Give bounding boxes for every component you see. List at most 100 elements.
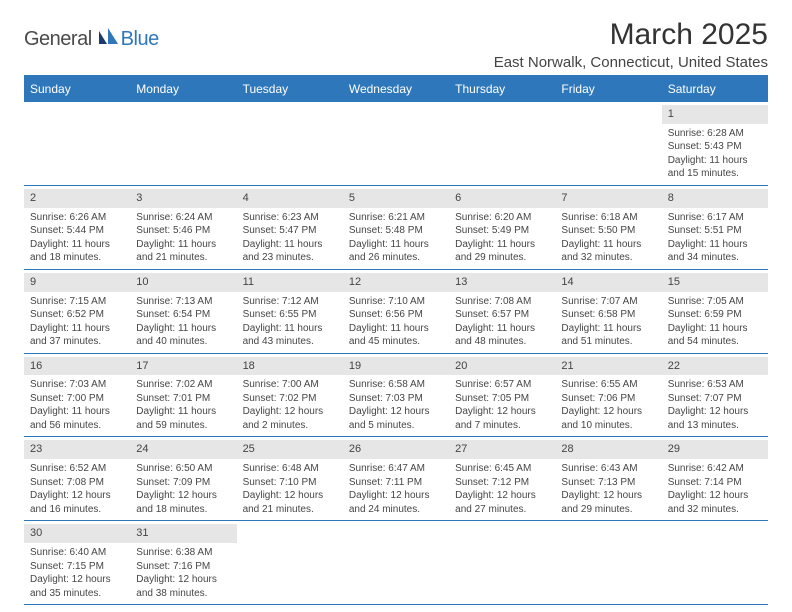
sunrise-line: Sunrise: 6:58 AM: [349, 378, 443, 392]
page-title: March 2025: [494, 18, 768, 52]
day-number: 27: [449, 440, 555, 459]
day-cell-blank: [555, 102, 661, 185]
day-cell: 8Sunrise: 6:17 AMSunset: 5:51 PMDaylight…: [662, 186, 768, 269]
day-cell: 14Sunrise: 7:07 AMSunset: 6:58 PMDayligh…: [555, 270, 661, 353]
daylight-line: Daylight: 11 hours and 51 minutes.: [561, 322, 655, 349]
day-number: 5: [343, 189, 449, 208]
day-cell: 1Sunrise: 6:28 AMSunset: 5:43 PMDaylight…: [662, 102, 768, 185]
daylight-line: Daylight: 11 hours and 59 minutes.: [136, 405, 230, 432]
day-of-week-header: Thursday: [449, 77, 555, 102]
brand-logo: General Blue: [24, 18, 159, 51]
sunset-line: Sunset: 7:01 PM: [136, 392, 230, 406]
week-row: 16Sunrise: 7:03 AMSunset: 7:00 PMDayligh…: [24, 354, 768, 438]
day-number: 23: [24, 440, 130, 459]
sunrise-line: Sunrise: 6:47 AM: [349, 462, 443, 476]
day-number: 7: [555, 189, 661, 208]
day-cell-blank: [449, 521, 555, 604]
sunset-line: Sunset: 7:14 PM: [668, 476, 762, 490]
day-cell-blank: [449, 102, 555, 185]
sunset-line: Sunset: 6:58 PM: [561, 308, 655, 322]
location-subtitle: East Norwalk, Connecticut, United States: [494, 54, 768, 71]
daylight-line: Daylight: 12 hours and 32 minutes.: [668, 489, 762, 516]
sunset-line: Sunset: 7:15 PM: [30, 560, 124, 574]
day-cell-blank: [237, 521, 343, 604]
sunrise-line: Sunrise: 6:18 AM: [561, 211, 655, 225]
day-number: 10: [130, 273, 236, 292]
sunrise-line: Sunrise: 7:00 AM: [243, 378, 337, 392]
day-number: 12: [343, 273, 449, 292]
day-cell: 10Sunrise: 7:13 AMSunset: 6:54 PMDayligh…: [130, 270, 236, 353]
day-number: 13: [449, 273, 555, 292]
day-cell: 23Sunrise: 6:52 AMSunset: 7:08 PMDayligh…: [24, 437, 130, 520]
sunset-line: Sunset: 7:13 PM: [561, 476, 655, 490]
sunset-line: Sunset: 7:07 PM: [668, 392, 762, 406]
day-cell: 27Sunrise: 6:45 AMSunset: 7:12 PMDayligh…: [449, 437, 555, 520]
day-cell: 20Sunrise: 6:57 AMSunset: 7:05 PMDayligh…: [449, 354, 555, 437]
day-cell: 2Sunrise: 6:26 AMSunset: 5:44 PMDaylight…: [24, 186, 130, 269]
day-cell: 11Sunrise: 7:12 AMSunset: 6:55 PMDayligh…: [237, 270, 343, 353]
sunset-line: Sunset: 6:55 PM: [243, 308, 337, 322]
daylight-line: Daylight: 12 hours and 27 minutes.: [455, 489, 549, 516]
brand-text-general: General: [24, 28, 92, 51]
day-cell: 12Sunrise: 7:10 AMSunset: 6:56 PMDayligh…: [343, 270, 449, 353]
day-cell: 19Sunrise: 6:58 AMSunset: 7:03 PMDayligh…: [343, 354, 449, 437]
daylight-line: Daylight: 12 hours and 16 minutes.: [30, 489, 124, 516]
sunrise-line: Sunrise: 7:12 AM: [243, 295, 337, 309]
sunset-line: Sunset: 6:54 PM: [136, 308, 230, 322]
daylight-line: Daylight: 11 hours and 26 minutes.: [349, 238, 443, 265]
sunrise-line: Sunrise: 6:23 AM: [243, 211, 337, 225]
sunrise-line: Sunrise: 7:15 AM: [30, 295, 124, 309]
day-number: 20: [449, 357, 555, 376]
daylight-line: Daylight: 12 hours and 7 minutes.: [455, 405, 549, 432]
daylight-line: Daylight: 11 hours and 15 minutes.: [668, 154, 762, 181]
daylight-line: Daylight: 12 hours and 38 minutes.: [136, 573, 230, 600]
day-number: 24: [130, 440, 236, 459]
daylight-line: Daylight: 12 hours and 29 minutes.: [561, 489, 655, 516]
sunset-line: Sunset: 5:43 PM: [668, 140, 762, 154]
day-number: 25: [237, 440, 343, 459]
sunset-line: Sunset: 7:03 PM: [349, 392, 443, 406]
sunrise-line: Sunrise: 6:20 AM: [455, 211, 549, 225]
day-number: 22: [662, 357, 768, 376]
day-cell-blank: [343, 521, 449, 604]
daylight-line: Daylight: 11 hours and 54 minutes.: [668, 322, 762, 349]
day-cell: 9Sunrise: 7:15 AMSunset: 6:52 PMDaylight…: [24, 270, 130, 353]
day-cell: 15Sunrise: 7:05 AMSunset: 6:59 PMDayligh…: [662, 270, 768, 353]
week-row: 2Sunrise: 6:26 AMSunset: 5:44 PMDaylight…: [24, 186, 768, 270]
daylight-line: Daylight: 11 hours and 40 minutes.: [136, 322, 230, 349]
sunrise-line: Sunrise: 6:38 AM: [136, 546, 230, 560]
day-cell: 24Sunrise: 6:50 AMSunset: 7:09 PMDayligh…: [130, 437, 236, 520]
calendar-grid: SundayMondayTuesdayWednesdayThursdayFrid…: [24, 75, 768, 605]
daylight-line: Daylight: 11 hours and 43 minutes.: [243, 322, 337, 349]
sunrise-line: Sunrise: 7:05 AM: [668, 295, 762, 309]
sunrise-line: Sunrise: 6:42 AM: [668, 462, 762, 476]
day-cell: 4Sunrise: 6:23 AMSunset: 5:47 PMDaylight…: [237, 186, 343, 269]
daylight-line: Daylight: 12 hours and 24 minutes.: [349, 489, 443, 516]
daylight-line: Daylight: 11 hours and 18 minutes.: [30, 238, 124, 265]
day-cell-blank: [24, 102, 130, 185]
sunset-line: Sunset: 7:08 PM: [30, 476, 124, 490]
day-number: 14: [555, 273, 661, 292]
daylight-line: Daylight: 12 hours and 35 minutes.: [30, 573, 124, 600]
sunset-line: Sunset: 5:44 PM: [30, 224, 124, 238]
sunset-line: Sunset: 6:57 PM: [455, 308, 549, 322]
day-number: 2: [24, 189, 130, 208]
day-cell: 25Sunrise: 6:48 AMSunset: 7:10 PMDayligh…: [237, 437, 343, 520]
sunset-line: Sunset: 5:46 PM: [136, 224, 230, 238]
brand-sail-icon: [96, 28, 118, 51]
sunset-line: Sunset: 6:59 PM: [668, 308, 762, 322]
sunset-line: Sunset: 7:06 PM: [561, 392, 655, 406]
daylight-line: Daylight: 11 hours and 34 minutes.: [668, 238, 762, 265]
sunset-line: Sunset: 7:11 PM: [349, 476, 443, 490]
sunset-line: Sunset: 7:09 PM: [136, 476, 230, 490]
sunrise-line: Sunrise: 6:53 AM: [668, 378, 762, 392]
sunrise-line: Sunrise: 7:02 AM: [136, 378, 230, 392]
day-cell: 18Sunrise: 7:00 AMSunset: 7:02 PMDayligh…: [237, 354, 343, 437]
day-of-week-header: Wednesday: [343, 77, 449, 102]
brand-text-blue: Blue: [121, 28, 159, 51]
day-cell: 28Sunrise: 6:43 AMSunset: 7:13 PMDayligh…: [555, 437, 661, 520]
sunset-line: Sunset: 7:10 PM: [243, 476, 337, 490]
day-cell: 21Sunrise: 6:55 AMSunset: 7:06 PMDayligh…: [555, 354, 661, 437]
day-number: 9: [24, 273, 130, 292]
day-cell: 7Sunrise: 6:18 AMSunset: 5:50 PMDaylight…: [555, 186, 661, 269]
